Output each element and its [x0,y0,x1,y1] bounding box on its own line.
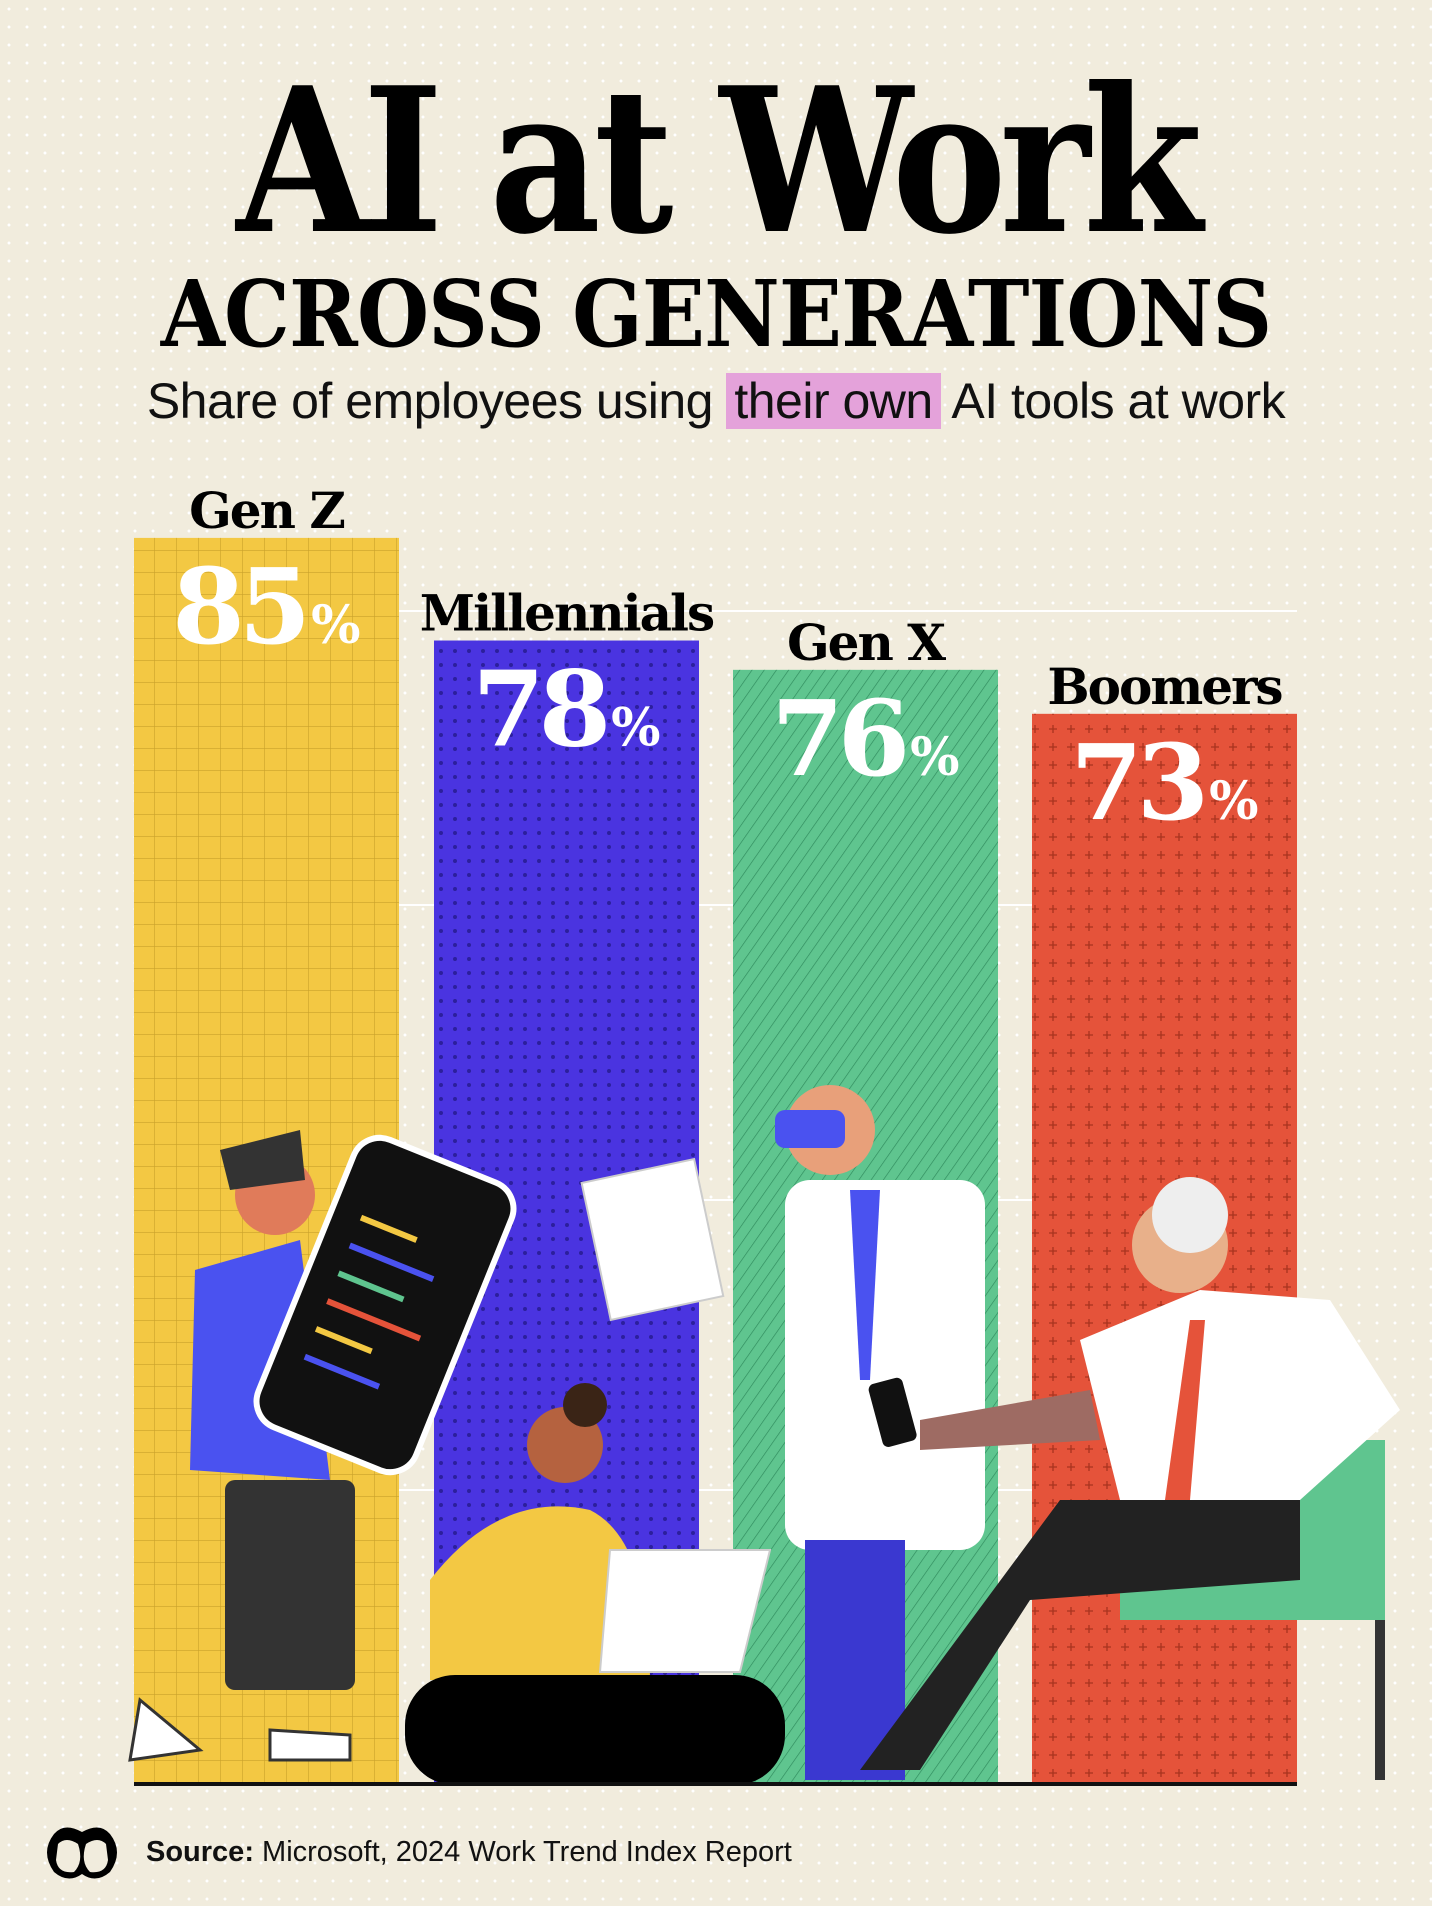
illustration-gen-x-person [580,1085,985,1780]
chart-description: Share of employees using their own AI to… [0,372,1432,430]
value-number: 85 [172,545,305,668]
illustration-boomer-person [860,1177,1400,1780]
source-note: Source: Microsoft, 2024 Work Trend Index… [146,1836,792,1869]
value-label: 85% [172,545,360,668]
illustration-millennial-person [405,1383,785,1785]
value-suffix: % [611,698,660,759]
description-after: AI tools at work [951,373,1286,429]
page-title: AI at Work [236,44,1202,279]
value-number: 73 [1070,721,1203,844]
value-number: 78 [472,648,605,771]
value-label: 73% [1070,721,1258,844]
value-label: 78% [472,648,660,771]
category-label: Gen Z [189,481,344,540]
value-suffix: % [311,595,360,656]
value-label: 76% [771,677,959,800]
value-number: 76 [771,677,904,800]
value-suffix: % [910,727,959,788]
source-text: Microsoft, 2024 Work Trend Index Report [262,1836,792,1868]
category-label: Gen X [787,613,946,672]
source-label: Source: [146,1836,254,1868]
page-subtitle: ACROSS GENERATIONS [160,260,1272,368]
illustrations [128,1085,1400,1785]
description-highlight: their own [726,373,941,429]
visual-capitalist-logo-icon [47,1827,117,1879]
category-label: Boomers [1047,657,1282,716]
illustration-tablet [253,1134,517,1476]
category-label: Millennials [420,584,714,643]
value-suffix: % [1209,771,1258,832]
description-before: Share of employees using [146,373,714,429]
